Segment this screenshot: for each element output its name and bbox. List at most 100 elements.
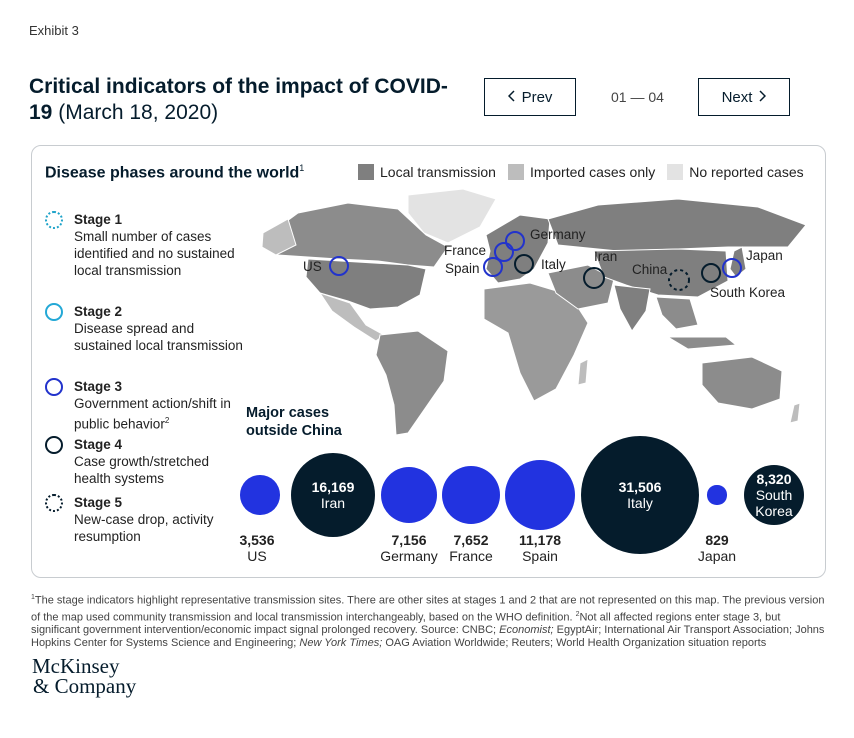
map-indonesia: [666, 336, 738, 350]
stage-3-name: Stage 3: [74, 379, 123, 394]
legend-swatch-none: [667, 164, 684, 180]
stage-5-desc: New-case drop, activity resumption: [74, 512, 214, 544]
legend-label-local: Local transmission: [380, 164, 496, 180]
footnote-marker-2: 2: [575, 610, 580, 618]
footnote-text-1: The stage indicators highlight represent…: [31, 594, 825, 624]
prev-button[interactable]: Prev: [484, 78, 576, 116]
map-greenland: [407, 188, 497, 244]
map-label-italy: Italy: [541, 257, 566, 272]
bubble-value-germany: 7,156: [391, 532, 427, 548]
bubble-value-italy: 31,506: [618, 479, 662, 495]
bubble-country-spain: Spain: [522, 548, 558, 564]
pager-current: 01: [611, 89, 627, 105]
stage-4-desc: Case growth/stretched health systems: [74, 454, 210, 486]
bubble-value-spain: 11,178: [518, 532, 562, 548]
bubble-country-germany: Germany: [380, 548, 438, 564]
footnote-text-2: Not all affected regions enter stage 3, …: [31, 611, 781, 637]
bubble-label-us: 3,536 US: [217, 532, 297, 564]
pager: 01 — 04: [611, 89, 664, 105]
stage-5: Stage 5 New-case drop, activity resumptio…: [45, 494, 245, 545]
map-usa: [305, 258, 427, 310]
stage-5-ring-icon: [45, 494, 63, 512]
footnote-source-economist: Economist;: [499, 624, 554, 637]
bubble-value-south-korea: 8,320: [756, 470, 792, 487]
stage-5-name: Stage 5: [74, 495, 123, 510]
map-new-zealand: [789, 402, 801, 424]
map-australia: [701, 356, 783, 410]
stage-3: Stage 3 Government action/shift in public…: [45, 378, 245, 433]
map-label-south-korea: South Korea: [710, 285, 786, 300]
map-canada: [267, 202, 449, 268]
legend-label-imported: Imported cases only: [529, 164, 656, 180]
stage-2-name: Stage 2: [74, 304, 123, 319]
bubble-spain: [504, 459, 576, 531]
bubble-japan: [707, 485, 727, 505]
bubble-value-france: 7,652: [453, 532, 489, 548]
stage-1: Stage 1 Small number of cases identified …: [45, 211, 245, 279]
bubble-iran: 16,169 Iran: [290, 452, 376, 538]
map-label-us: US: [303, 259, 322, 274]
footnote-ref-1: 1: [299, 163, 305, 173]
stage-1-ring-icon: [45, 211, 63, 229]
bubble-germany: [380, 466, 438, 524]
legend-swatch-local: [358, 164, 374, 180]
stage-4: Stage 4 Case growth/stretched health syst…: [45, 436, 245, 487]
legend-imported: Imported cases only: [507, 164, 656, 180]
map-label-germany: Germany: [530, 227, 586, 242]
map-legend: Local transmission Imported cases only N…: [358, 164, 804, 180]
map-label-france: France: [444, 243, 487, 258]
bubble-label-germany: 7,156 Germany: [369, 532, 449, 564]
map-europe: [485, 214, 551, 284]
map-label-iran: Iran: [594, 249, 618, 264]
map-india: [613, 284, 651, 332]
pager-separator: —: [630, 89, 645, 105]
bubble-country-france: France: [449, 548, 493, 564]
bubble-us: [240, 475, 280, 515]
footnote-marker-1: 1: [31, 594, 35, 601]
bubble-italy: 31,506 Italy: [581, 436, 699, 554]
map-southeast-asia: [655, 296, 699, 330]
legend-label-none: No reported cases: [689, 164, 804, 180]
legend-swatch-imported: [507, 164, 524, 180]
map-japan: [729, 246, 747, 278]
stage-4-name: Stage 4: [74, 437, 123, 452]
major-cases-title: Major cases outside China: [246, 405, 342, 439]
bubble-value-iran: 16,169: [311, 478, 355, 495]
world-map: [261, 188, 807, 436]
next-label: Next: [721, 88, 753, 106]
mckinsey-logo: McKinsey & Company: [32, 654, 137, 698]
map-south-america: [375, 330, 449, 436]
bubble-country-us: US: [247, 548, 267, 564]
bubble-value-japan: 829: [705, 532, 729, 548]
logo-line-1: McKinsey: [32, 654, 120, 678]
map-panel: [31, 145, 826, 578]
bubble-label-japan: 829 Japan: [677, 532, 757, 564]
next-button[interactable]: Next: [698, 78, 790, 116]
bubble-country-south-korea: South Korea: [755, 486, 793, 519]
logo-line-2: & Company: [33, 674, 137, 698]
chevron-right-icon: [758, 89, 767, 106]
map-madagascar: [577, 358, 589, 386]
legend-local: Local transmission: [358, 164, 496, 180]
map-label-spain: Spain: [445, 261, 480, 276]
bubble-country-iran: Iran: [320, 494, 346, 511]
map-russia: [547, 198, 807, 252]
panel-title-text: Disease phases around the world: [45, 164, 300, 182]
stage-2-desc: Disease spread and sustained local trans…: [74, 321, 243, 353]
bubble-country-italy: Italy: [627, 495, 653, 511]
chevron-left-icon: [507, 89, 516, 106]
stage-4-ring-icon: [45, 436, 63, 454]
stage-2: Stage 2 Disease spread and sustained loca…: [45, 303, 245, 354]
stage-1-desc: Small number of cases identified and no …: [74, 229, 235, 278]
bubble-value-us: 3,536: [239, 532, 275, 548]
pager-total: 04: [648, 89, 664, 105]
map-label-china: China: [632, 262, 668, 277]
prev-label: Prev: [521, 88, 553, 106]
map-alaska: [261, 218, 297, 256]
bubble-france: [441, 465, 501, 525]
footnote-source-nyt: New York Times;: [299, 637, 383, 650]
map-china: [593, 248, 729, 298]
footnote-text-3: EgyptAir; International Air Transport As…: [31, 624, 825, 650]
title-main: Critical indicators of the impact of COV…: [29, 75, 448, 124]
bubble-south-korea: 8,320 South Korea: [743, 464, 805, 526]
